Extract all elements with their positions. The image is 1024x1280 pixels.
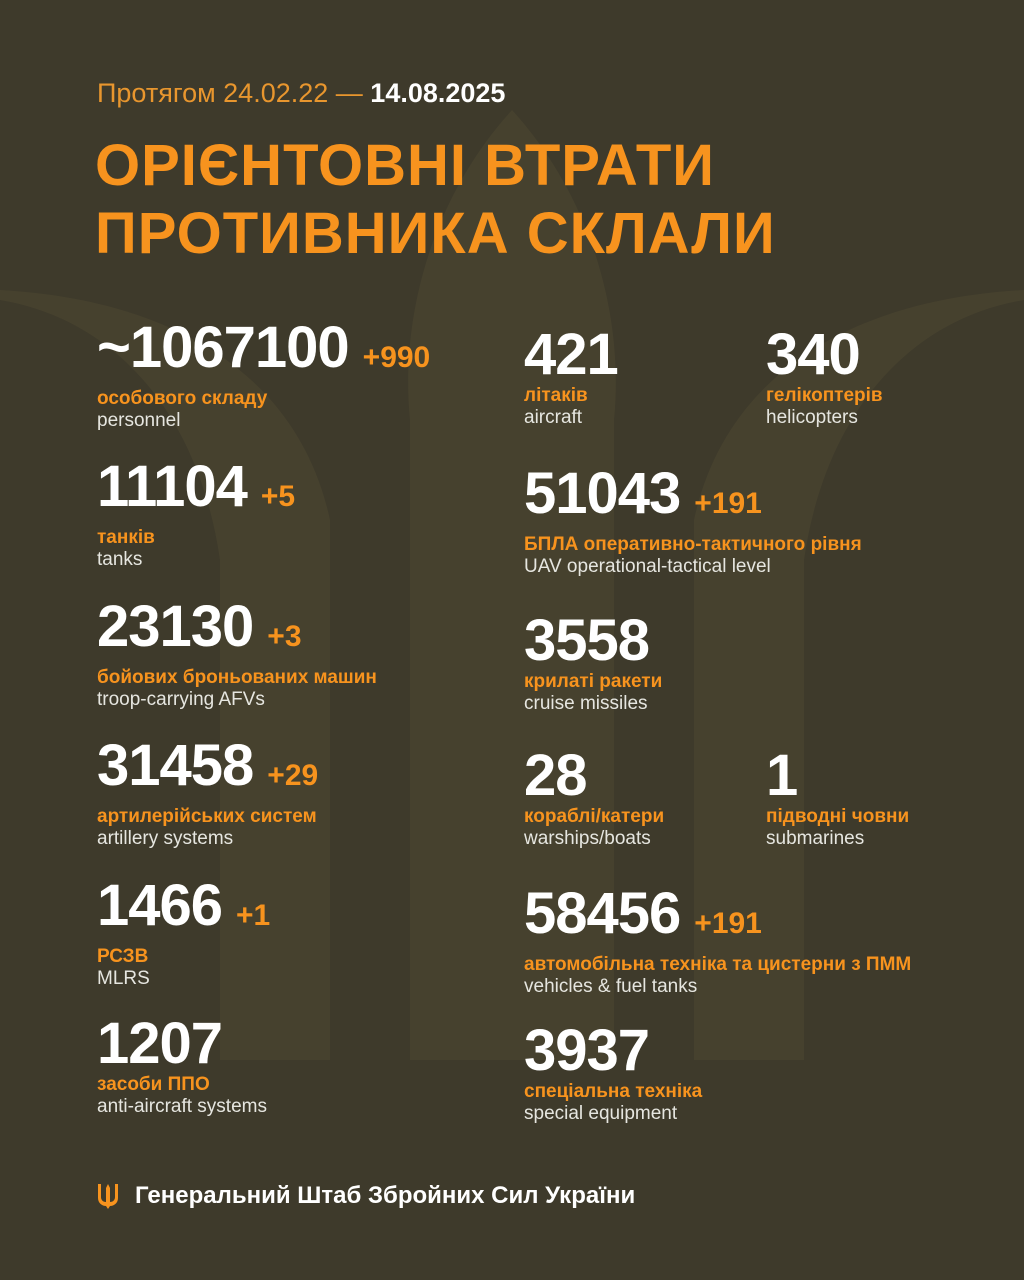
stat-value: 28 (524, 743, 588, 808)
period-prefix: Протягом 24.02.22 — (97, 78, 363, 108)
stat-label-en: vehicles & fuel tanks (524, 976, 698, 997)
stat-value: 340 (766, 322, 861, 387)
stat-label-ua: підводні човни (766, 806, 910, 827)
title-line-2: ПРОТИВНИКА СКЛАЛИ (95, 201, 776, 266)
stat-air-defense: 1207 засоби ППО anti-aircraft systems (97, 1014, 267, 1118)
stat-delta: +5 (260, 480, 296, 513)
stat-label-en: helicopters (766, 407, 858, 428)
stat-mlrs: 1466 +1 РСЗВ MLRS (97, 876, 270, 990)
stat-submarines: 1 підводні човни submarines (766, 746, 909, 850)
stat-delta: +3 (267, 620, 302, 653)
footer: Генеральний Штаб Збройних Сил України (97, 1182, 635, 1210)
stat-label-ua: засоби ППО (97, 1074, 210, 1095)
title-line-1: ОРІЄНТОВНІ ВТРАТИ (95, 133, 715, 198)
stat-label-ua: танків (97, 527, 155, 548)
stat-label-ua: РСЗВ (97, 946, 149, 967)
stat-value: 23130 (97, 594, 254, 659)
stat-label-ua: бойових броньованих машин (97, 667, 377, 688)
stat-label-ua: спеціальна техніка (524, 1081, 703, 1102)
stat-label-en: special equipment (524, 1103, 678, 1124)
stat-value: 58456 (524, 881, 681, 946)
stat-value: 421 (524, 322, 619, 387)
stat-uav: 51043 +191 БПЛА оперативно-тактичного рів… (524, 464, 862, 578)
stat-tanks: 11104 +5 танків tanks (97, 457, 295, 571)
stat-helicopters: 340 гелікоптерів helicopters (766, 325, 883, 429)
stat-label-en: personnel (97, 410, 181, 431)
stat-artillery: 31458 +29 артилерійських систем artillery… (97, 736, 318, 850)
stat-value: 1466 (97, 873, 223, 938)
stat-value: 51043 (524, 461, 681, 526)
stat-label-en: MLRS (97, 968, 150, 989)
stat-label-en: submarines (766, 828, 865, 849)
stat-value: 1 (766, 743, 798, 808)
stat-value: 11104 (97, 454, 248, 519)
stat-label-ua: літаків (524, 385, 588, 406)
trident-icon (98, 1184, 118, 1209)
stat-special-equipment: 3937 спеціальна техніка special equipmen… (524, 1021, 702, 1125)
stat-label-ua: гелікоптерів (766, 385, 883, 406)
stat-value: 1207 (97, 1011, 223, 1076)
stat-label-en: cruise missiles (524, 693, 648, 714)
stat-personnel: ~1067100 +990 особового складу personnel (97, 318, 430, 432)
stat-label-ua: кораблі/катери (524, 806, 665, 827)
stat-label-en: troop-carrying AFVs (97, 689, 265, 710)
stat-value: 3937 (524, 1018, 650, 1083)
stat-label-en: artillery systems (97, 828, 234, 849)
stat-label-ua: БПЛА оперативно-тактичного рівня (524, 534, 862, 555)
period-date: 14.08.2025 (370, 78, 506, 108)
stat-delta: +191 (694, 907, 762, 940)
stat-label-en: aircraft (524, 407, 583, 428)
stat-delta: +990 (362, 341, 431, 374)
stat-label-en: tanks (97, 549, 143, 570)
stat-value: 3558 (524, 608, 650, 673)
page-title: ОРІЄНТОВНІ ВТРАТИ ПРОТИВНИКА СКЛАЛИ (95, 132, 776, 268)
stat-delta: +1 (236, 899, 271, 932)
stat-label-ua: артилерійських систем (97, 806, 317, 827)
stat-label-en: warships/boats (524, 828, 651, 849)
stat-afv: 23130 +3 бойових броньованих машин troop-… (97, 597, 377, 711)
stat-label-ua: автомобільна техніка та цистерни з ПММ (524, 954, 912, 975)
stat-delta: +191 (694, 487, 762, 520)
stat-label-en: UAV operational-tactical level (524, 556, 771, 577)
stat-cruise-missiles: 3558 крилаті ракети cruise missiles (524, 611, 662, 715)
stat-value: 31458 (97, 733, 254, 798)
stat-label-ua: крилаті ракети (524, 671, 663, 692)
footer-text: Генеральний Штаб Збройних Сил України (135, 1182, 636, 1209)
stat-value: ~1067100 (97, 315, 350, 380)
stat-warships: 28 кораблі/катери warships/boats (524, 746, 664, 850)
stat-aircraft: 421 літаків aircraft (524, 322, 619, 429)
stat-delta: +29 (267, 759, 319, 792)
period: Протягом 24.02.22 — 14.08.2025 (97, 78, 505, 109)
stat-label-ua: особового складу (97, 388, 268, 409)
stat-label-en: anti-aircraft systems (97, 1096, 267, 1117)
stat-vehicles: 58456 +191 автомобільна техніка та цистер… (524, 884, 911, 998)
